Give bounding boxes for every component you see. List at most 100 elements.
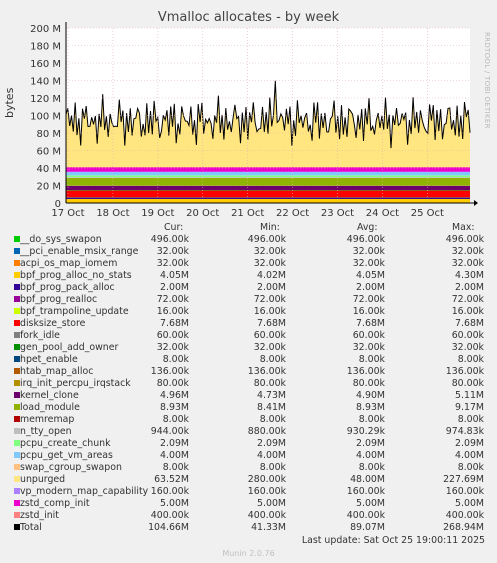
- legend-swatch: [14, 380, 20, 386]
- y-tick-label: 40 M: [36, 164, 61, 175]
- legend-max-value: 7.68M: [455, 318, 484, 329]
- legend-series-name: Total: [20, 522, 42, 533]
- area-zstd_comp_init: [66, 167, 470, 172]
- legend-swatch: [14, 344, 20, 350]
- x-tick-label: 20 Oct: [186, 208, 219, 219]
- legend-swatch: [14, 476, 20, 482]
- legend-cur-value: 2.09M: [160, 438, 189, 449]
- legend-series-name: fork_idle: [20, 330, 60, 341]
- legend-header: Cur: Min: Avg: Max:: [14, 222, 490, 234]
- legend-max-value: 32.00k: [451, 246, 484, 257]
- legend-swatch: [14, 512, 20, 518]
- x-tick-label: 21 Oct: [231, 208, 264, 219]
- legend-swatch: [14, 500, 20, 506]
- legend-max-value: 32.00k: [451, 342, 484, 353]
- y-tick-label: 0: [55, 199, 61, 210]
- legend-min-value: 32.00k: [253, 246, 286, 257]
- legend-series-name: disksize_store: [20, 318, 86, 329]
- legend-cur-value: 63.52M: [154, 474, 189, 485]
- x-tick-label: 24 Oct: [366, 208, 399, 219]
- legend-avg-value: 60.00k: [352, 330, 385, 341]
- legend-series-name: vp_modern_map_capability: [20, 486, 149, 497]
- legend-swatch: [14, 296, 20, 302]
- header-max: Max:: [452, 222, 475, 233]
- legend-cur-value: 32.00k: [156, 246, 189, 257]
- legend-series-name: bpf_prog_alloc_no_stats: [20, 270, 132, 281]
- legend-min-value: 4.73M: [257, 390, 286, 401]
- area-pcpu_create_chunk: [66, 175, 470, 178]
- legend-row: __do_sys_swapon 496.00k 496.00k 496.00k 496.…: [14, 234, 490, 246]
- y-tick-label: 140 M: [30, 77, 61, 88]
- legend-swatch: [14, 332, 20, 338]
- legend-min-value: 32.00k: [253, 342, 286, 353]
- legend-row: memremap 8.00k 8.00k 8.00k 8.00k: [14, 414, 490, 426]
- legend-row: irq_init_percpu_irqstack 80.00k 80.00k 80.0…: [14, 378, 490, 390]
- legend-cur-value: 944.00k: [150, 426, 189, 437]
- legend-avg-value: 32.00k: [352, 258, 385, 269]
- legend-min-value: 400.00k: [247, 510, 286, 521]
- legend-avg-value: 5.00M: [356, 498, 385, 509]
- legend-series-name: bpf_prog_pack_alloc: [20, 282, 115, 293]
- legend-avg-value: 80.00k: [352, 378, 385, 389]
- legend-min-value: 8.00k: [259, 414, 286, 425]
- legend-swatch: [14, 248, 20, 254]
- legend-series-name: irq_init_percpu_irqstack: [20, 378, 131, 389]
- legend-cur-value: 7.68M: [160, 318, 189, 329]
- legend-max-value: 8.00k: [457, 354, 484, 365]
- legend-min-value: 8.41M: [257, 402, 286, 413]
- legend-swatch: [14, 416, 20, 422]
- y-tick-label: 200 M: [30, 24, 61, 35]
- legend-series-name: __pci_enable_msix_range: [20, 246, 139, 257]
- legend-avg-value: 2.09M: [356, 438, 385, 449]
- legend-row: gen_pool_add_owner 32.00k 32.00k 32.00k 32.0…: [14, 342, 490, 354]
- legend-cur-value: 2.00M: [160, 282, 189, 293]
- area-load_module: [66, 177, 470, 186]
- legend-row: fork_idle 60.00k 60.00k 60.00k 60.00k: [14, 330, 490, 342]
- legend-swatch: [14, 524, 20, 530]
- legend-max-value: 5.00M: [455, 498, 484, 509]
- legend-row: bpf_trampoline_update 16.00k 16.00k 16.00k 1…: [14, 306, 490, 318]
- legend-cur-value: 4.96M: [160, 390, 189, 401]
- legend-min-value: 72.00k: [253, 294, 286, 305]
- y-tick-label: 180 M: [30, 42, 61, 53]
- chart-plot: 0 20 M 40 M 60 M 80 M 100 M 120 M 140 M 160 M 180…: [30, 22, 478, 219]
- legend-min-value: 280.00k: [247, 474, 286, 485]
- legend-max-value: 268.94M: [443, 522, 484, 533]
- legend-min-value: 4.00M: [257, 450, 286, 461]
- legend-swatch: [14, 260, 20, 266]
- legend-row: n_tty_open 944.00k 880.00k 930.29k 974.83k: [14, 426, 490, 438]
- area-bpf_prog_pack_alloc: [66, 197, 470, 199]
- legend-avg-value: 136.00k: [346, 366, 385, 377]
- legend-min-value: 2.09M: [257, 438, 286, 449]
- legend-series-name: __do_sys_swapon: [20, 234, 102, 245]
- legend-min-value: 5.00M: [257, 498, 286, 509]
- legend-avg-value: 8.00k: [358, 354, 385, 365]
- legend-cur-value: 160.00k: [150, 486, 189, 497]
- legend-min-value: 160.00k: [247, 486, 286, 497]
- legend-max-value: 16.00k: [451, 306, 484, 317]
- legend-series-name: acpi_os_map_iomem: [20, 258, 118, 269]
- legend-max-value: 2.09M: [455, 438, 484, 449]
- legend-cur-value: 8.00k: [162, 414, 189, 425]
- y-tick-label: 120 M: [30, 94, 61, 105]
- y-tick-label: 60 M: [36, 147, 61, 158]
- legend-row: pcpu_get_vm_areas 4.00M 4.00M 4.00M 4.00M: [14, 450, 490, 462]
- legend-row: zstd_init 400.00k 400.00k 400.00k 400.00k: [14, 510, 490, 522]
- legend-max-value: 9.17M: [455, 402, 484, 413]
- legend-avg-value: 4.05M: [356, 270, 385, 281]
- legend-row: hpet_enable 8.00k 8.00k 8.00k 8.00k: [14, 354, 490, 366]
- legend-cur-value: 4.00M: [160, 450, 189, 461]
- legend-cur-value: 72.00k: [156, 294, 189, 305]
- legend-row: vp_modern_map_capability 160.00k 160.00k 16…: [14, 486, 490, 498]
- header-min: Min:: [260, 222, 280, 233]
- legend-avg-value: 400.00k: [346, 510, 385, 521]
- legend-swatch: [14, 488, 20, 494]
- legend-row: bpf_prog_alloc_no_stats 4.05M 4.02M 4.05M 4.…: [14, 270, 490, 282]
- x-tick-label: 25 Oct: [411, 208, 444, 219]
- legend-row: __pci_enable_msix_range 32.00k 32.00k 32.00…: [14, 246, 490, 258]
- legend-avg-value: 2.00M: [356, 282, 385, 293]
- legend-swatch: [14, 356, 20, 362]
- last-update: Last update: Sat Oct 25 19:00:11 2025: [301, 535, 485, 546]
- legend-row: acpi_os_map_iomem 32.00k 32.00k 32.00k 32.00…: [14, 258, 490, 270]
- legend-min-value: 7.68M: [257, 318, 286, 329]
